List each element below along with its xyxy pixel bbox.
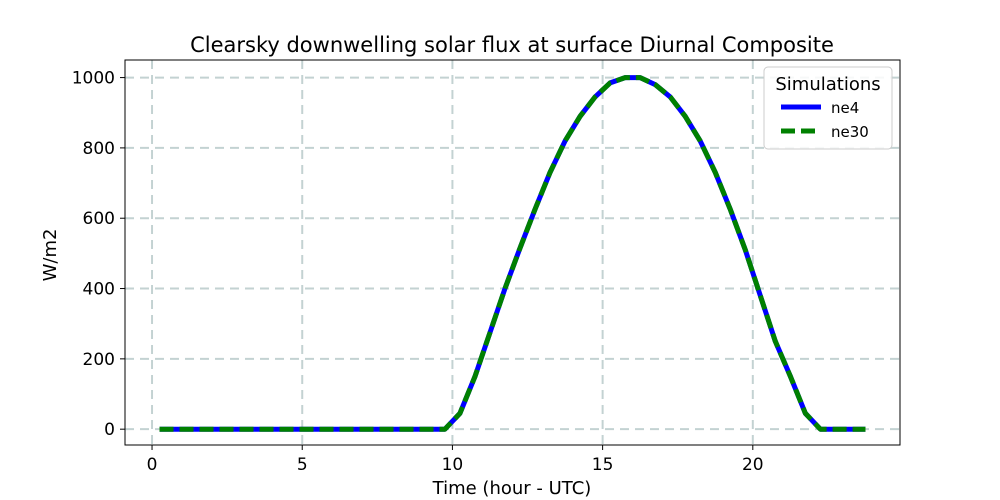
y-tick-label: 800 xyxy=(83,139,115,159)
y-tick-label: 200 xyxy=(83,350,115,370)
plot-frame xyxy=(124,59,901,446)
legend-label-ne4: ne4 xyxy=(831,99,859,117)
legend-title: Simulations xyxy=(775,74,880,95)
legend: Simulations ne4 ne30 xyxy=(763,66,893,150)
y-tick-label: 1000 xyxy=(72,69,115,89)
x-tick-label: 20 xyxy=(742,455,764,475)
y-tick-label: 600 xyxy=(83,209,115,229)
legend-box xyxy=(763,66,893,150)
chart-title: Clearsky downwelling solar flux at surfa… xyxy=(190,33,834,57)
x-tick-label: 5 xyxy=(297,455,308,475)
x-tick-label: 0 xyxy=(147,455,158,475)
series-line-ne30 xyxy=(159,75,866,432)
x-tick-label: 10 xyxy=(442,455,464,475)
y-tick-label: 0 xyxy=(104,420,115,440)
x-tick-label: 15 xyxy=(592,455,614,475)
legend-label-ne30: ne30 xyxy=(831,123,869,141)
y-tick-label: 400 xyxy=(83,280,115,300)
y-axis-label: W/m2 xyxy=(40,229,61,282)
series-lines xyxy=(159,75,866,432)
x-axis-label: Time (hour - UTC) xyxy=(432,478,592,499)
